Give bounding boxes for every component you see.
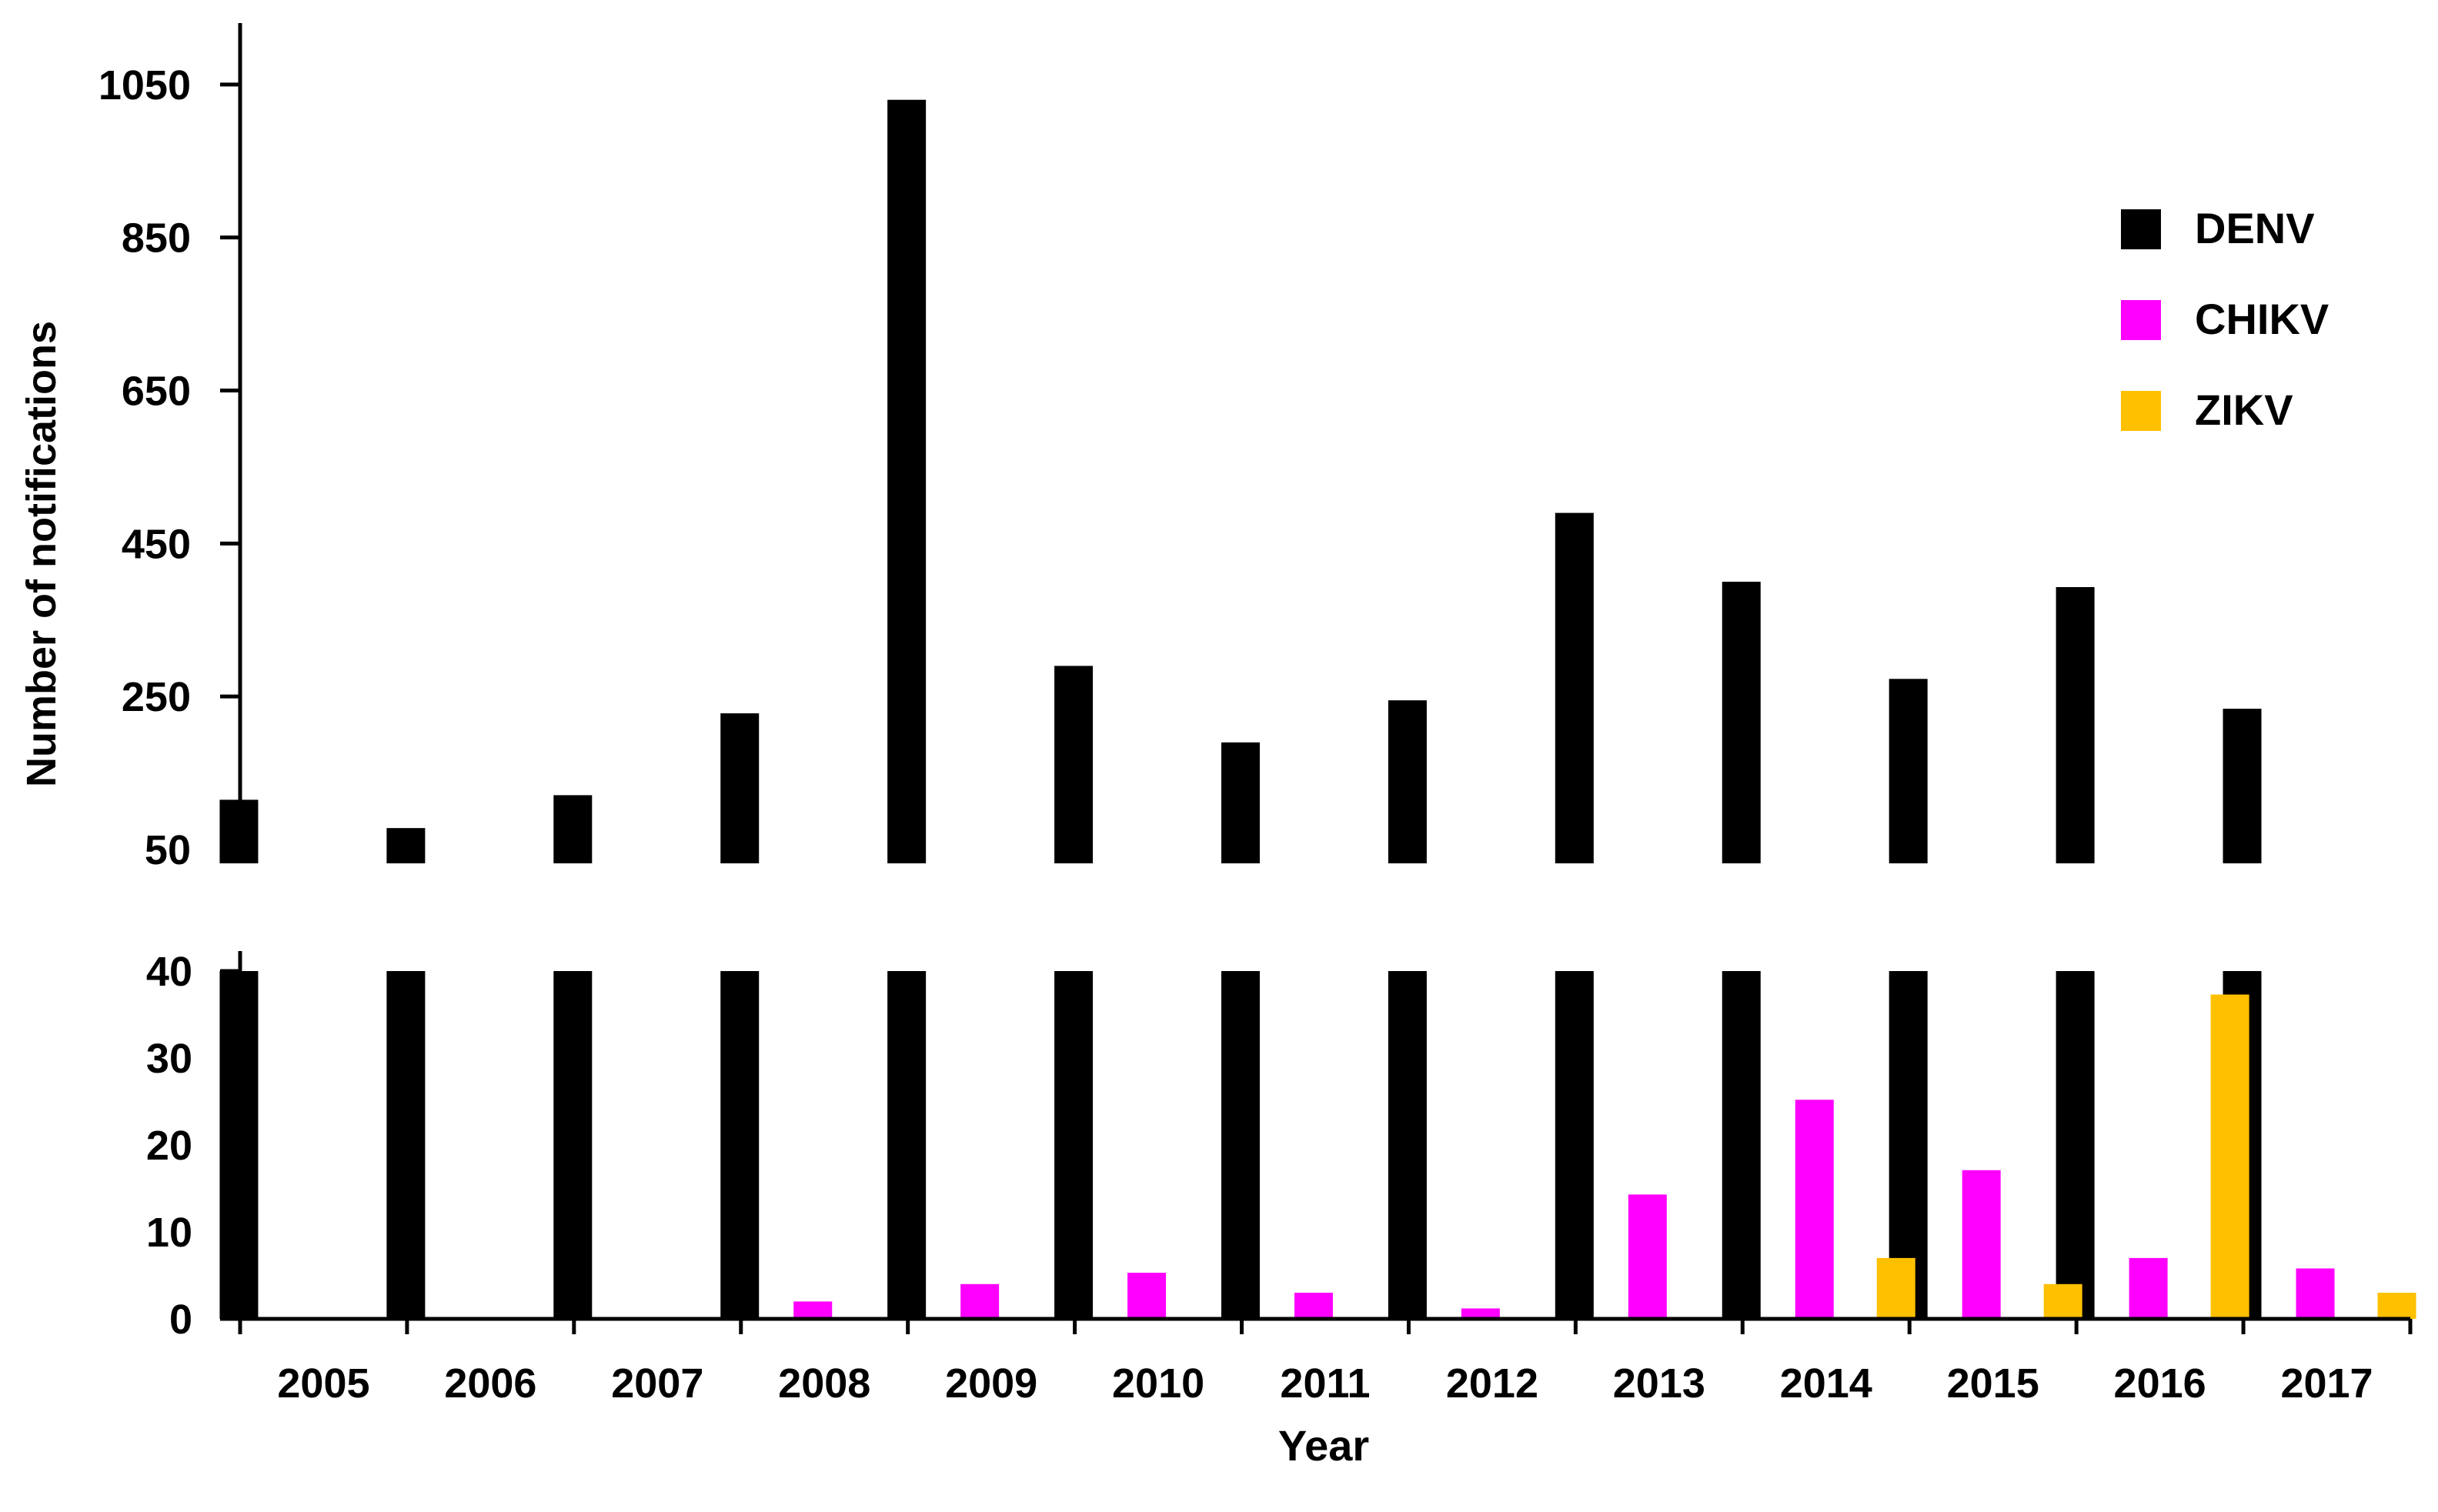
x-tick-label: 2013 xyxy=(1613,1360,1705,1407)
bar-lower-chikv-2017 xyxy=(2296,1268,2335,1319)
x-axis-label: Year xyxy=(1278,1421,1369,1470)
legend: DENV CHIKV ZIKV xyxy=(2121,204,2329,434)
upper-y-tick-label: 650 xyxy=(122,368,191,414)
bar-lower-chikv-2008 xyxy=(793,1301,833,1319)
bar-lower-denv-2011 xyxy=(1221,971,1260,1319)
bar-lower-denv-2014 xyxy=(1722,971,1761,1319)
x-tick-label: 2008 xyxy=(778,1360,870,1407)
lower-panel: 0 10 20 30 40 xyxy=(146,949,2416,1343)
x-tick-label: 2015 xyxy=(1947,1360,2039,1407)
bar-upper-denv-2012 xyxy=(1388,700,1427,863)
bar-lower-zikv-2017 xyxy=(2377,1293,2416,1319)
x-tick-label: 2012 xyxy=(1446,1360,1538,1407)
y-axis-label: Number of notifications xyxy=(18,321,65,787)
bar-upper-denv-2015 xyxy=(1889,679,1928,863)
upper-y-tick-label: 50 xyxy=(145,827,191,873)
x-tick-label: 2007 xyxy=(611,1360,703,1407)
x-tick-label: 2009 xyxy=(945,1360,1037,1407)
x-tick-label: 2016 xyxy=(2114,1360,2206,1407)
bar-lower-denv-2012 xyxy=(1388,971,1427,1319)
bar-lower-zikv-2016 xyxy=(2210,994,2249,1319)
bar-lower-denv-2010 xyxy=(1054,971,1094,1319)
bar-lower-zikv-2014 xyxy=(1876,1257,1915,1319)
x-tick-label: 2005 xyxy=(277,1360,369,1407)
bar-lower-zikv-2015 xyxy=(2043,1283,2082,1319)
x-tick-label: 2006 xyxy=(444,1360,536,1407)
bar-upper-denv-2011 xyxy=(1221,742,1260,863)
upper-panel: 50 250 450 650 850 1050 xyxy=(99,23,2262,873)
bar-lower-denv-2008 xyxy=(720,971,760,1319)
x-tick-label: 2017 xyxy=(2280,1360,2373,1407)
upper-y-tick-label: 250 xyxy=(122,674,191,720)
x-axis: 2005 2006 2007 2008 2009 2010 2011 2012 2013 2014… xyxy=(238,1317,2413,1407)
bar-upper-denv-2009 xyxy=(887,99,927,863)
bar-upper-denv-2010 xyxy=(1054,666,1094,863)
bar-lower-denv-2005 xyxy=(219,971,259,1319)
legend-label-chikv: CHIKV xyxy=(2195,295,2329,343)
legend-label-zikv: ZIKV xyxy=(2195,386,2293,434)
bar-lower-chikv-2013 xyxy=(1628,1194,1667,1319)
bar-lower-denv-2007 xyxy=(553,971,593,1319)
bar-lower-chikv-2014 xyxy=(1795,1100,1834,1319)
x-tick-label: 2014 xyxy=(1780,1360,1872,1407)
bar-upper-denv-2007 xyxy=(553,795,593,863)
bar-lower-chikv-2009 xyxy=(960,1283,1000,1319)
upper-y-tick-label: 450 xyxy=(122,521,191,567)
bar-lower-chikv-2010 xyxy=(1127,1273,1167,1319)
x-tick-label: 2010 xyxy=(1112,1360,1204,1407)
bar-upper-denv-2014 xyxy=(1722,582,1761,863)
bar-upper-denv-2017 xyxy=(2223,709,2262,863)
bar-upper-denv-2016 xyxy=(2056,586,2095,863)
bar-lower-denv-2016 xyxy=(2056,971,2095,1319)
lower-y-tick-label: 0 xyxy=(169,1297,192,1343)
legend-swatch-zikv xyxy=(2121,391,2161,431)
legend-swatch-chikv xyxy=(2121,300,2161,340)
bar-lower-denv-2009 xyxy=(887,971,927,1319)
bar-lower-denv-2006 xyxy=(386,971,426,1319)
lower-y-tick-label: 20 xyxy=(146,1123,192,1169)
bar-lower-chikv-2012 xyxy=(1461,1308,1500,1319)
bar-lower-denv-2013 xyxy=(1555,971,1594,1319)
lower-y-tick-label: 10 xyxy=(146,1210,192,1256)
bar-lower-chikv-2015 xyxy=(1962,1170,2001,1319)
upper-y-tick-label: 1050 xyxy=(99,62,191,108)
legend-swatch-denv xyxy=(2121,209,2161,249)
bar-upper-denv-2008 xyxy=(720,713,760,863)
upper-y-tick-label: 850 xyxy=(122,215,191,262)
x-tick-label: 2011 xyxy=(1280,1360,1370,1407)
bar-upper-denv-2006 xyxy=(386,828,426,863)
bar-lower-chikv-2016 xyxy=(2129,1257,2168,1319)
lower-y-tick-label: 40 xyxy=(146,949,192,995)
lower-y-tick-label: 30 xyxy=(146,1036,192,1082)
bar-upper-denv-2013 xyxy=(1555,512,1594,863)
bar-upper-denv-2005 xyxy=(219,799,259,863)
bar-lower-chikv-2011 xyxy=(1294,1293,1333,1319)
legend-label-denv: DENV xyxy=(2195,204,2315,252)
